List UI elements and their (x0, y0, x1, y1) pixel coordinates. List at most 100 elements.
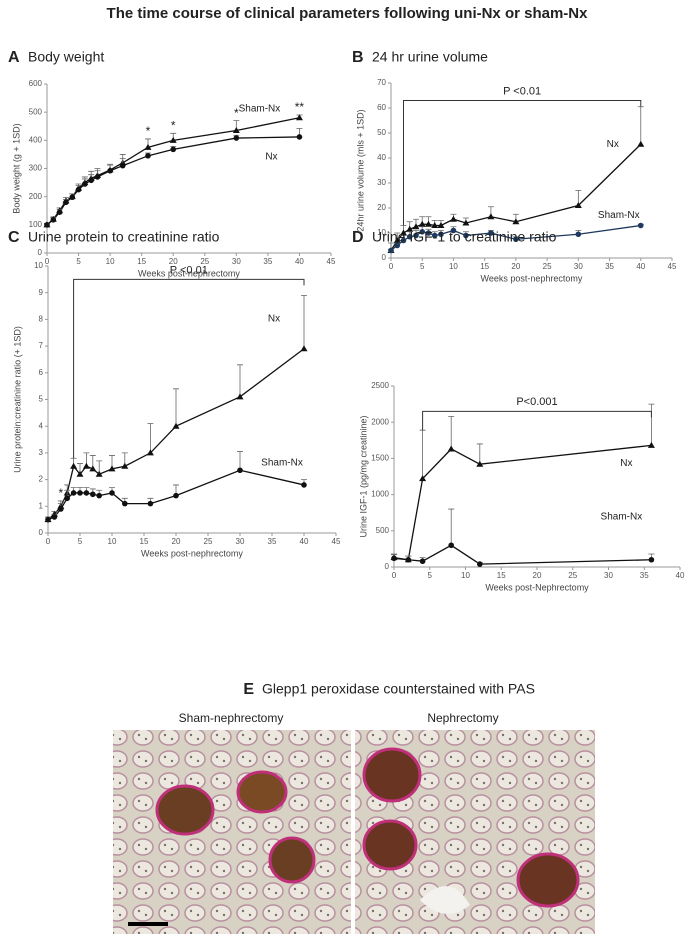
annotation: * (234, 106, 239, 120)
marker (109, 490, 115, 496)
marker (405, 556, 412, 563)
marker (90, 491, 96, 498)
x-tick-label: 45 (668, 262, 677, 271)
x-tick-label: 0 (392, 571, 397, 580)
marker (95, 470, 103, 477)
y-tick-label: 20 (377, 203, 386, 212)
panel-title: Body weight (28, 49, 104, 65)
error-bar (648, 403, 655, 446)
x-tick-label: 10 (461, 571, 470, 580)
error-bar (147, 423, 154, 453)
marker (94, 174, 101, 180)
x-tick-label: 10 (108, 537, 117, 546)
marker (122, 500, 128, 507)
x-tick-label: 5 (78, 537, 83, 546)
error-bar (419, 429, 426, 479)
marker (450, 227, 457, 234)
x-tick-label: 25 (204, 537, 213, 546)
marker (144, 143, 152, 150)
y-axis-label: Urine protein:creatinine ratio (+ 1SD) (12, 326, 22, 473)
x-tick-label: 25 (200, 257, 209, 266)
series-label: Sham-Nx (601, 511, 643, 522)
x-tick-label: 20 (172, 537, 181, 546)
x-tick-label: 5 (76, 257, 81, 266)
marker (488, 230, 494, 236)
marker (487, 213, 495, 220)
marker (438, 231, 444, 238)
x-tick-label: 35 (268, 537, 277, 546)
x-tick-label: 45 (327, 257, 336, 266)
bracket (402, 100, 642, 226)
marker (232, 126, 240, 133)
y-tick-label: 9 (39, 288, 44, 297)
marker (431, 232, 438, 239)
x-tick-label: 45 (332, 537, 341, 546)
marker (637, 140, 645, 147)
series-label: Nx (268, 313, 280, 324)
marker (399, 229, 407, 236)
marker (69, 194, 76, 201)
y-axis-label: 24hr urine volume (mls + 1SD) (355, 109, 365, 231)
x-tick-label: 10 (106, 257, 115, 266)
marker (575, 231, 582, 238)
marker (476, 460, 484, 467)
x-tick-label: 15 (480, 262, 489, 271)
bracket-label: P <0.01 (170, 264, 208, 276)
error-bar (448, 508, 455, 546)
marker (45, 516, 51, 523)
y-tick-label: 40 (377, 153, 386, 162)
error-bar (448, 416, 455, 449)
y-tick-label: 0 (382, 253, 387, 262)
y-tick-label: 400 (29, 135, 43, 144)
marker (82, 181, 88, 187)
panel-title: Urine IGF-1 to creatinine ratio (372, 229, 557, 245)
bracket (73, 278, 305, 459)
micrograph (355, 730, 595, 934)
marker (169, 136, 177, 143)
marker (58, 506, 64, 512)
x-tick-label: 25 (568, 571, 577, 580)
x-tick-label: 5 (420, 262, 425, 271)
y-tick-label: 500 (29, 107, 43, 116)
series-label: Nx (607, 139, 619, 150)
marker (406, 225, 414, 232)
marker (512, 218, 520, 225)
marker (83, 490, 90, 496)
x-tick-label: 35 (640, 571, 649, 580)
image-label: Sham-nephrectomy (179, 711, 284, 725)
x-tick-label: 15 (497, 571, 506, 580)
series-line (393, 544, 652, 565)
marker (647, 441, 655, 448)
panel-title: 24 hr urine volume (372, 49, 488, 65)
series-line (393, 444, 652, 561)
marker (172, 422, 180, 429)
marker (393, 237, 401, 243)
y-axis-label: Body weight (g + 1SD) (11, 123, 21, 213)
marker (233, 135, 240, 141)
marker (391, 555, 397, 562)
y-tick-label: 1500 (371, 454, 389, 463)
marker (75, 186, 82, 193)
marker (296, 134, 303, 140)
x-axis-label: Weeks post-nephrectomy (481, 273, 583, 283)
y-tick-label: 30 (377, 178, 386, 187)
error-bar (301, 294, 307, 349)
panel-letter: B (352, 49, 364, 66)
y-tick-label: 5 (39, 395, 44, 404)
marker (449, 215, 457, 222)
marker (119, 162, 126, 169)
marker (419, 475, 427, 482)
marker (64, 495, 70, 502)
series-label: Nx (265, 152, 277, 163)
x-tick-label: 30 (232, 257, 241, 266)
marker (50, 216, 57, 223)
x-axis-label: Weeks post-Nephrectomy (485, 582, 589, 592)
marker (63, 199, 69, 206)
marker (431, 222, 439, 228)
annotation: * (171, 118, 176, 132)
marker (51, 514, 58, 520)
y-tick-label: 2 (39, 475, 44, 484)
marker (447, 445, 455, 452)
x-tick-label: 25 (543, 262, 552, 271)
